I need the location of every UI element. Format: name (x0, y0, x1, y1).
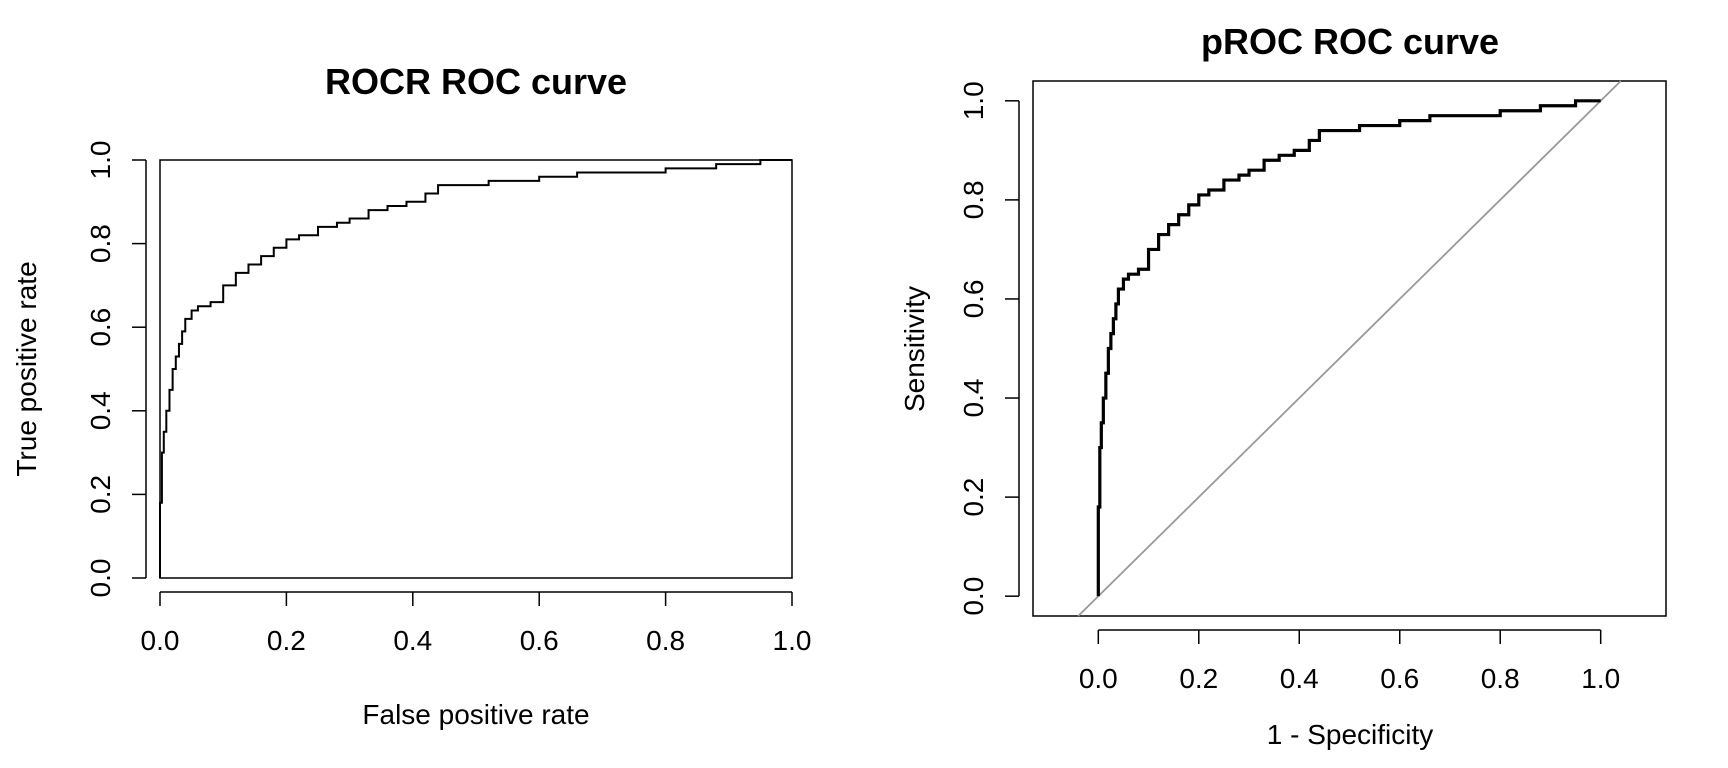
x-tick-label: 1.0 (773, 625, 812, 656)
x-axis: 0.0 0.2 0.4 0.6 0.8 1.0 (141, 591, 812, 656)
x-tick-label: 0.8 (646, 625, 685, 656)
y-tick-label: 0.8 (85, 224, 116, 263)
rocr-roc-chart: ROCR ROC curve 0.0 0.2 0.4 0.6 0.8 1.0 0.0 0.2… (11, 61, 811, 730)
x-tick-label: 0.0 (1079, 663, 1118, 694)
y-tick-label: 0.6 (85, 308, 116, 347)
y-tick-label: 0.2 (958, 478, 989, 517)
y-tick-label: 0.2 (85, 475, 116, 514)
y-tick-label: 0.4 (958, 379, 989, 418)
x-axis-label: 1 - Specificity (1267, 719, 1434, 750)
x-tick-label: 0.0 (141, 625, 180, 656)
x-tick-label: 1.0 (1581, 663, 1620, 694)
proc-roc-chart: pROC ROC curve 0.0 0.2 0.4 0.6 0.8 1.0 0.0 0.2… (899, 21, 1667, 750)
x-tick-label: 0.4 (393, 625, 432, 656)
roc-curve-line (159, 159, 792, 578)
x-tick-label: 0.6 (1380, 663, 1419, 694)
y-tick-label: 1.0 (85, 141, 116, 180)
y-axis: 0.0 0.2 0.4 0.6 0.8 1.0 (85, 141, 147, 598)
diagonal-reference-line (1077, 80, 1622, 617)
y-tick-label: 0.0 (958, 577, 989, 616)
x-tick-label: 0.2 (267, 625, 306, 656)
y-tick-label: 1.0 (958, 81, 989, 120)
chart-title: pROC ROC curve (1201, 21, 1499, 62)
x-axis-label: False positive rate (362, 699, 589, 730)
x-tick-label: 0.8 (1481, 663, 1520, 694)
roc-curve-line (1096, 99, 1601, 597)
x-tick-label: 0.4 (1280, 663, 1319, 694)
x-tick-label: 0.6 (520, 625, 559, 656)
plot-frame (1032, 80, 1667, 617)
x-tick-label: 0.2 (1179, 663, 1218, 694)
y-tick-label: 0.0 (85, 559, 116, 598)
y-tick-label: 0.8 (958, 180, 989, 219)
plot-frame (159, 159, 793, 579)
y-axis-label: True positive rate (11, 261, 42, 476)
y-axis: 0.0 0.2 0.4 0.6 0.8 1.0 (958, 81, 1020, 616)
chart-title: ROCR ROC curve (325, 61, 627, 102)
y-tick-label: 0.6 (958, 279, 989, 318)
y-axis-label: Sensitivity (899, 286, 930, 412)
y-tick-label: 0.4 (85, 391, 116, 430)
x-axis: 0.0 0.2 0.4 0.6 0.8 1.0 (1079, 629, 1620, 694)
